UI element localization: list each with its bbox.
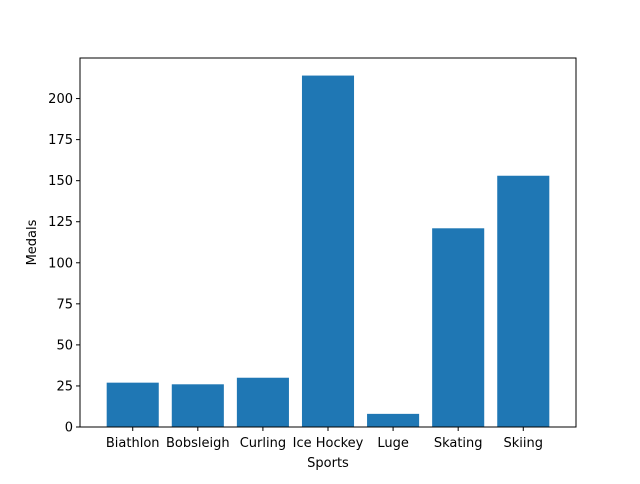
y-axis-label: Medals bbox=[25, 219, 40, 265]
bar-bobsleigh bbox=[171, 384, 224, 427]
bar-biathlon bbox=[106, 382, 159, 427]
bar-luge bbox=[367, 413, 420, 427]
bars-group bbox=[106, 75, 550, 428]
x-tick-label: Luge bbox=[377, 436, 409, 451]
y-tick-label: 200 bbox=[48, 92, 73, 107]
y-tick-label: 150 bbox=[48, 174, 73, 189]
x-tick-label: Bobsleigh bbox=[166, 436, 230, 451]
x-tick-label: Skating bbox=[434, 436, 483, 451]
bar-ice-hockey bbox=[301, 75, 355, 428]
y-tick-label: 0 bbox=[65, 421, 73, 436]
x-axis-label: Sports bbox=[307, 456, 349, 471]
y-tick-label: 125 bbox=[48, 215, 73, 230]
x-tick-label: Skiing bbox=[504, 436, 544, 451]
x-tick-label: Biathlon bbox=[106, 436, 160, 451]
x-tick-label: Curling bbox=[240, 436, 286, 451]
bar-skiing bbox=[497, 175, 550, 427]
bar-skating bbox=[432, 228, 485, 427]
y-tick-label: 175 bbox=[48, 133, 73, 148]
y-tick-label: 25 bbox=[56, 379, 73, 394]
x-axis-ticks: Biathlon Bobsleigh Curling Ice Hockey Luge Sk… bbox=[106, 427, 543, 451]
x-tick-label: Ice Hockey bbox=[293, 436, 364, 451]
y-axis-ticks: 0 25 50 75 100 125 150 175 200 bbox=[48, 92, 80, 436]
y-tick-label: 50 bbox=[56, 338, 73, 353]
plot-area-frame bbox=[79, 57, 577, 428]
y-tick-label: 100 bbox=[48, 256, 73, 271]
bar-curling bbox=[236, 377, 289, 427]
y-tick-label: 75 bbox=[56, 297, 73, 312]
